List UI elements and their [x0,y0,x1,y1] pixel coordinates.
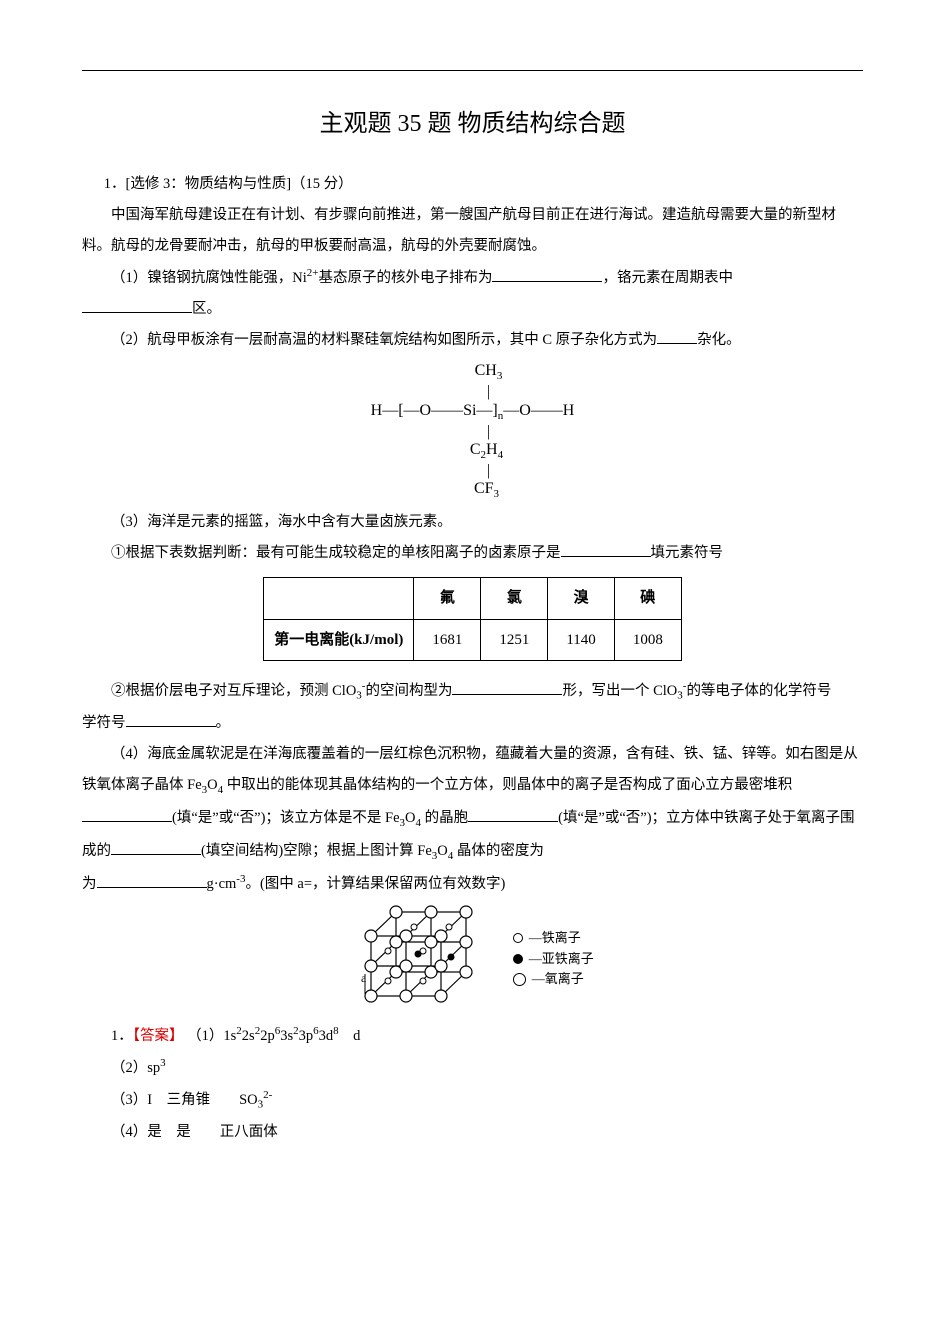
text: O [437,843,447,859]
legend-text: —氧离子 [532,969,584,990]
text: 2p [260,1028,275,1044]
chem-l4: | [82,423,863,441]
q1-part3: （3）海洋是元素的摇篮，海水中含有大量卤族元素。 [82,507,863,538]
blank [82,298,192,314]
text: 形，写出一个 ClO [562,683,677,699]
answer-label: 【答案】 [133,1028,184,1044]
text: 的晶胞 [421,810,468,826]
answer-line3: （3）I 三角锥 SO32- [82,1084,863,1117]
legend-row: —亚铁离子 [513,949,594,970]
q1-intro: 中国海军航母建设正在有计划、有步骤向前推进，第一艘国产航母目前正在进行海试。建造… [82,200,863,262]
text: ，铬元素在周期表中 [602,270,733,286]
blank [561,542,651,558]
blank [468,807,558,823]
answer-line1: 1．【答案】 （1）1s22s22p63s23p63d8 d [82,1020,863,1052]
text: 的等电子体的化学符号 [686,683,831,699]
text: (填“是”或“否”)；该立方体是不是 Fe [172,810,400,826]
blank [452,679,562,695]
text: O [207,777,217,793]
text: （2）航母甲板涂有一层耐高温的材料聚硅氧烷结构如图所示，其中 C 原子杂化方式为 [111,332,657,348]
legend-text: —亚铁离子 [529,949,594,970]
ionization-table: 氟 氯 溴 碘 第一电离能(kJ/mol) 1681 1251 1140 100… [263,577,682,661]
text: 基态原子的核外电子排布为 [318,270,492,286]
q1-part4: （4）海底金属软泥是在洋海底覆盖着的一层红棕色沉积物，蕴藏着大量的资源，含有硅、… [82,739,863,868]
th: 溴 [548,578,614,619]
td: 1681 [414,619,481,660]
text: 3p [299,1028,314,1044]
text: O [405,810,415,826]
text: ②根据价层电子对互斥理论，预测 ClO [111,683,356,699]
text: （1）镍铬钢抗腐蚀性能强，Ni [111,270,307,286]
sup: 2- [263,1089,272,1101]
blank [492,266,602,282]
th: 氯 [481,578,548,619]
chem-l7: CF3 [82,480,863,501]
q1-header: 1．[选修 3：物质结构与性质]（15 分） [82,169,863,200]
chem-l3: H—[—O——Si—]n—O——H [82,402,863,423]
text: 。 [216,715,231,731]
td: 1140 [548,619,614,660]
blank [126,712,216,728]
sup: 3 [160,1057,166,1069]
answer-line2: （2）sp3 [82,1052,863,1084]
crystal-svg: a [351,904,501,1014]
text: 填元素符号 [651,545,724,561]
sup: 2+ [307,267,319,279]
q1-part1-line2: 区。 [82,294,863,325]
q1-part3-1: ①根据下表数据判断：最有可能生成较稳定的单核阳离子的卤素原子是 填元素符号 [82,538,863,569]
text: 区。 [192,301,221,317]
text: 中取出的能体现其晶体结构的一个立方体，则晶体中的离子是否构成了面心立方最密堆积 [223,777,792,793]
blank [82,807,172,823]
chem-l1: CH3 [82,362,863,383]
text: 2s [242,1028,255,1044]
blank [97,872,207,888]
table-row: 第一电离能(kJ/mol) 1681 1251 1140 1008 [264,619,682,660]
text: 晶体的密度为 [453,843,544,859]
svg-text:a: a [361,971,367,985]
text: ①根据下表数据判断：最有可能生成较稳定的单核阳离子的卤素原子是 [111,545,561,561]
top-rule [82,70,863,71]
legend-text: —铁离子 [529,928,581,949]
text: 的空间构型为 [365,683,452,699]
text: d [339,1028,361,1044]
td: 1251 [481,619,548,660]
text: (填空间结构)空隙；根据上图计算 Fe [201,843,432,859]
text: （1）1s [187,1028,236,1044]
q1-part1: （1）镍铬钢抗腐蚀性能强，Ni2+基态原子的核外电子排布为 ，铬元素在周期表中 [82,262,863,294]
text: g·cm [207,876,237,892]
blank [111,839,201,855]
q1-part3-2-line2: 学符号。 [82,708,863,739]
blank [657,329,697,345]
chem-structure: CH3 | H—[—O——Si—]n—O——H | C2H4 | CF3 [82,362,863,500]
chem-l2: | [82,383,863,401]
text: 杂化。 [697,332,741,348]
chem-l5: C2H4 [82,441,863,462]
crystal-legend: —铁离子 —亚铁离子 —氧离子 [513,928,594,990]
q1-part2: （2）航母甲板涂有一层耐高温的材料聚硅氧烷结构如图所示，其中 C 原子杂化方式为… [82,325,863,356]
legend-swatch-oxygen [513,973,526,986]
q1-part3-2: ②根据价层电子对互斥理论，预测 ClO3-的空间构型为形，写出一个 ClO3-的… [82,675,863,708]
q1-part4-line2: 为g·cm-3。(图中 a=，计算结果保留两位有效数字) [82,868,863,900]
legend-row: —氧离子 [513,969,594,990]
text: 。(图中 a=，计算结果保留两位有效数字) [245,876,505,892]
legend-swatch-iron [513,933,523,943]
legend-row: —铁离子 [513,928,594,949]
chem-l6: | [82,462,863,480]
td: 1008 [614,619,681,660]
legend-swatch-ferrous [513,954,523,964]
th-blank [264,578,414,619]
answer-line4: （4）是 是 正八面体 [82,1117,863,1148]
th: 氟 [414,578,481,619]
text: 3s [280,1028,293,1044]
td-label: 第一电离能(kJ/mol) [264,619,414,660]
text: 3d [319,1028,334,1044]
text: 1． [111,1028,133,1044]
page-title: 主观题 35 题 物质结构综合题 [82,99,863,151]
crystal-diagram: a —铁离子 —亚铁离子 —氧离子 [82,904,863,1014]
text: （2）sp [111,1060,160,1076]
table-header-row: 氟 氯 溴 碘 [264,578,682,619]
th: 碘 [614,578,681,619]
text: （3）I 三角锥 SO [111,1092,258,1108]
